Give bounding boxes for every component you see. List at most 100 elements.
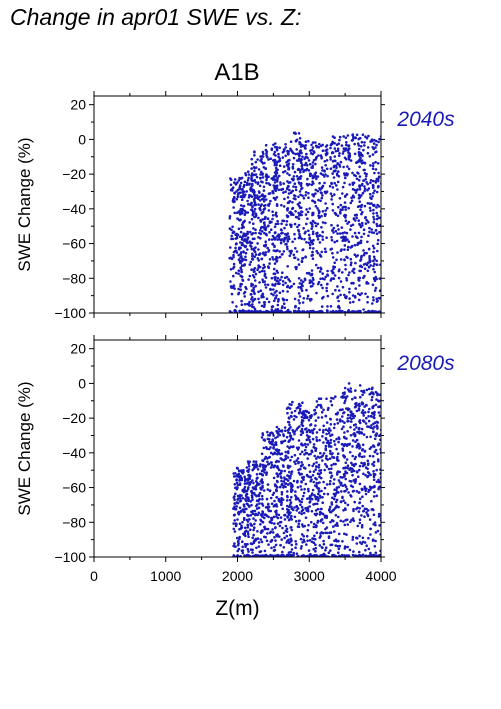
data-point xyxy=(311,166,314,169)
data-point xyxy=(354,554,358,557)
data-point xyxy=(265,181,268,185)
data-point xyxy=(300,143,304,147)
data-point xyxy=(378,137,381,141)
data-point xyxy=(284,429,287,433)
data-point xyxy=(320,191,323,195)
data-point xyxy=(247,462,250,466)
data-point xyxy=(258,231,261,235)
data-point xyxy=(254,285,257,288)
data-point xyxy=(236,188,240,192)
data-point xyxy=(348,548,352,552)
data-point xyxy=(387,242,390,245)
data-point xyxy=(300,472,304,476)
data-point xyxy=(289,223,292,226)
data-point xyxy=(324,164,328,167)
data-point xyxy=(319,154,323,157)
data-point xyxy=(258,482,261,486)
data-point xyxy=(330,543,334,547)
data-point xyxy=(339,519,343,523)
data-point xyxy=(263,270,266,273)
data-point xyxy=(343,231,347,234)
data-point xyxy=(363,141,366,144)
data-point xyxy=(362,232,366,236)
data-point xyxy=(322,452,326,455)
data-point xyxy=(312,278,315,282)
data-point xyxy=(238,500,242,503)
data-point xyxy=(376,529,380,533)
data-point xyxy=(311,161,315,164)
data-point xyxy=(265,446,268,449)
data-point xyxy=(345,147,348,150)
data-point xyxy=(369,554,373,557)
data-point xyxy=(366,240,369,244)
data-point xyxy=(276,480,279,484)
data-point xyxy=(339,500,343,504)
data-point xyxy=(337,276,341,280)
data-point xyxy=(371,195,374,198)
data-point xyxy=(284,146,288,149)
data-point xyxy=(386,465,389,468)
data-point xyxy=(289,140,293,143)
data-point xyxy=(321,459,324,462)
data-point xyxy=(360,514,363,517)
data-point xyxy=(234,492,237,496)
data-point xyxy=(295,552,299,555)
data-point xyxy=(384,186,387,189)
data-point xyxy=(377,486,381,489)
data-point xyxy=(328,505,332,509)
data-point xyxy=(290,543,294,547)
data-point xyxy=(317,214,320,218)
data-point xyxy=(313,454,317,458)
data-point xyxy=(275,214,279,218)
data-point xyxy=(294,546,297,549)
data-point xyxy=(249,500,252,503)
data-point xyxy=(360,205,363,209)
data-point xyxy=(287,192,291,195)
data-point xyxy=(276,486,279,489)
data-point xyxy=(241,540,244,543)
data-point xyxy=(257,259,261,262)
data-point xyxy=(282,150,286,153)
data-point xyxy=(312,522,316,526)
data-point xyxy=(350,199,354,202)
data-point xyxy=(368,454,372,458)
data-point xyxy=(344,136,348,140)
data-point xyxy=(335,166,338,170)
data-point xyxy=(309,452,312,456)
data-point xyxy=(286,232,290,235)
data-point xyxy=(267,266,271,270)
data-point xyxy=(232,522,235,525)
data-point xyxy=(232,475,236,478)
data-point xyxy=(274,436,277,440)
data-point xyxy=(252,460,256,463)
data-point xyxy=(273,522,276,525)
data-point xyxy=(269,192,272,195)
data-point xyxy=(297,406,300,409)
data-point xyxy=(375,206,378,209)
data-point xyxy=(343,391,346,394)
data-point xyxy=(232,262,236,266)
data-point xyxy=(261,292,265,296)
data-point xyxy=(240,299,243,303)
data-point xyxy=(316,499,320,502)
data-point xyxy=(293,460,296,464)
data-point xyxy=(259,177,262,180)
data-point xyxy=(273,161,277,164)
data-point xyxy=(334,395,337,399)
data-point xyxy=(239,527,243,530)
data-point xyxy=(317,397,321,401)
data-point xyxy=(377,405,380,409)
data-point xyxy=(365,511,368,514)
data-point xyxy=(297,411,301,415)
data-point xyxy=(292,213,295,216)
data-point xyxy=(373,289,377,292)
data-point xyxy=(269,451,273,455)
data-point xyxy=(286,290,289,293)
data-point xyxy=(229,280,232,283)
data-point xyxy=(237,472,241,476)
data-point xyxy=(324,250,327,254)
data-point xyxy=(309,172,313,176)
data-point xyxy=(252,222,255,225)
data-point xyxy=(372,296,375,299)
data-point xyxy=(251,551,254,554)
